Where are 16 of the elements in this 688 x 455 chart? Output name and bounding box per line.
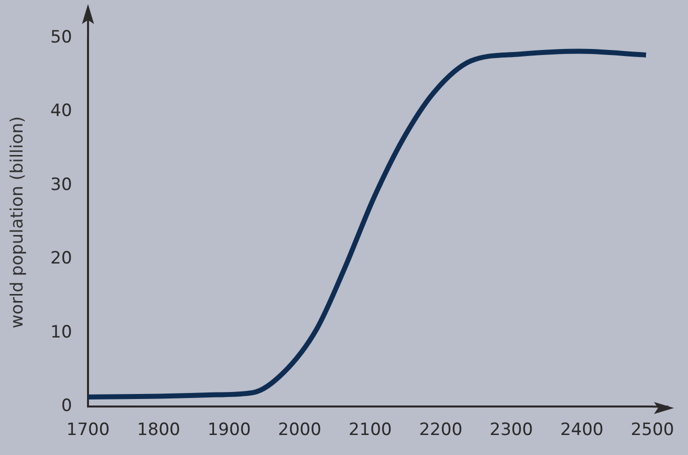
x-tick-label: 2400 bbox=[560, 420, 604, 440]
x-tick-label: 2500 bbox=[630, 420, 674, 440]
y-tick-label: 0 bbox=[61, 396, 72, 416]
y-tick-label: 30 bbox=[50, 174, 72, 195]
x-tick-label: 1700 bbox=[66, 420, 110, 440]
y-axis-title: world population (billion) bbox=[8, 116, 28, 328]
y-tick-label: 10 bbox=[50, 322, 72, 342]
y-tick-label: 50 bbox=[50, 27, 72, 48]
x-tick-label: 2000 bbox=[278, 420, 322, 440]
y-tick-label: 40 bbox=[50, 101, 72, 122]
x-tick-label: 2200 bbox=[419, 420, 462, 440]
x-tick-label: 2100 bbox=[348, 420, 392, 440]
x-tick-label: 1800 bbox=[136, 420, 180, 440]
x-tick-label: 2300 bbox=[490, 420, 533, 440]
y-tick-label: 20 bbox=[50, 248, 72, 269]
x-tick-label: 1900 bbox=[207, 420, 251, 440]
